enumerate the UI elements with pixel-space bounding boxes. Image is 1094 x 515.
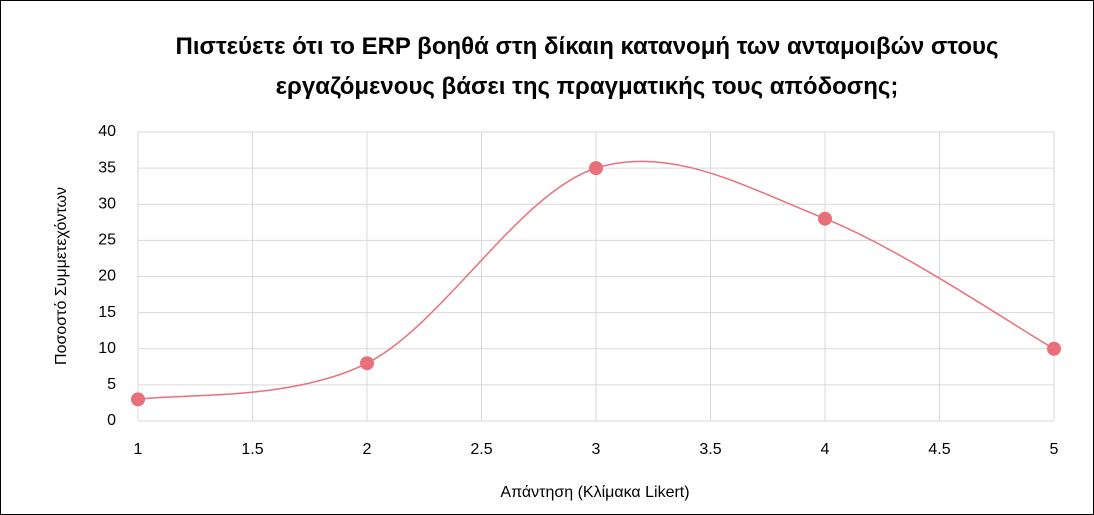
y-tick-label: 15 <box>98 304 116 321</box>
data-point <box>1047 341 1061 356</box>
y-tick-label: 25 <box>98 232 116 249</box>
y-tick-label: 30 <box>98 195 116 212</box>
data-point <box>818 211 832 226</box>
x-tick-label: 2 <box>363 441 372 458</box>
x-tick-label: 5 <box>1050 441 1059 458</box>
x-tick-label: 3 <box>592 441 601 458</box>
y-axis-label: Ποσοστό Συμμετεχόντων <box>53 187 70 365</box>
x-axis-label: Απάντηση (Κλίμακα Likert) <box>500 484 689 501</box>
x-tick-label: 4 <box>821 441 830 458</box>
y-tick-label: 5 <box>107 376 116 393</box>
y-tick-label: 0 <box>107 412 116 429</box>
x-tick-label: 4.5 <box>928 441 950 458</box>
data-point <box>360 356 374 371</box>
data-point <box>589 161 603 176</box>
chart-title: Πιστεύετε ότι το ERP βοηθά στη δίκαιη κα… <box>175 33 999 100</box>
y-tick-label: 40 <box>98 123 116 140</box>
y-tick-label: 10 <box>98 340 116 357</box>
x-tick-label: 1.5 <box>241 441 263 458</box>
data-point <box>131 392 145 407</box>
y-tick-label: 20 <box>98 268 116 285</box>
x-tick-label: 1 <box>134 441 143 458</box>
y-tick-label: 35 <box>98 159 116 176</box>
x-tick-label: 3.5 <box>699 441 721 458</box>
x-tick-label: 2.5 <box>470 441 492 458</box>
